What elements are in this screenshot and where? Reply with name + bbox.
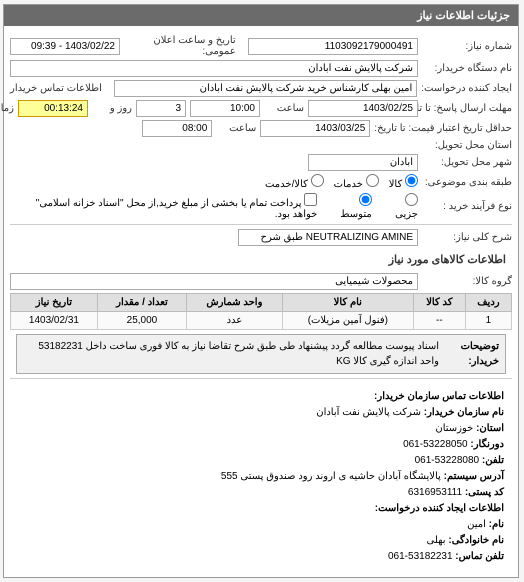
shomare-niaz-input[interactable]: [249, 38, 419, 55]
th-radif: ردیف: [466, 294, 512, 312]
radio-kala[interactable]: [406, 174, 419, 187]
etelaat-kala-title: اطلاعات کالاهای مورد نیاز: [11, 249, 513, 270]
nam-kh-v: بهلی: [428, 535, 447, 546]
lbl-etbar: حداقل تاریخ اعتبار قیمت: تا تاریخ:: [375, 123, 513, 134]
th-tarikh: تاریخ نیاز: [12, 294, 99, 312]
lbl-telefon: تلفن:: [483, 455, 505, 466]
lbl-zaman-baghi: زمان باقی مانده: [0, 103, 15, 114]
tozihat-text: اسناد پیوست مطالعه گردد پیشنهاد طی طبق ش…: [24, 339, 440, 369]
lbl-tarikh-elan: تاریخ و ساعت اعلان عمومی:: [125, 35, 237, 57]
baghi-input[interactable]: [19, 100, 89, 117]
lbl-noe-farakhan: نوع فرآیند خرید :: [423, 201, 513, 212]
tabaghe-radios: کالا خدمات کالا/خدمت: [266, 174, 419, 190]
rooz-input[interactable]: [137, 100, 187, 117]
lbl-telefon-tamas: تلفن تماس:: [456, 551, 505, 562]
lbl-nam-dastgah: نام دستگاه خریدار:: [423, 63, 513, 74]
items-table: ردیف کد کالا نام کالا واحد شمارش تعداد /…: [11, 293, 513, 330]
lbl-shahr-tahvil: شهر محل تحویل:: [423, 157, 513, 168]
lbl-tabaghe: طبقه بندی موضوعی:: [423, 177, 513, 188]
tarikh-elan-input[interactable]: [11, 38, 121, 55]
shahr-tahvil-input[interactable]: [309, 154, 419, 171]
separator: [11, 224, 513, 225]
nam-dastgah-input[interactable]: [11, 60, 419, 77]
th-vahed: واحد شمارش: [188, 294, 284, 312]
lbl-ostan: استان:: [477, 423, 505, 434]
etbar-saat-input[interactable]: [143, 120, 213, 137]
td-tedad: 25,000: [98, 312, 187, 330]
table-header-row: ردیف کد کالا نام کالا واحد شمارش تعداد /…: [12, 294, 513, 312]
lbl-nam: نام:: [490, 519, 505, 530]
details-panel: جزئیات اطلاعات نیاز شماره نیاز: تاریخ و …: [4, 4, 520, 578]
radio-khadmat[interactable]: [367, 174, 380, 187]
lbl-sharh-koli: شرح کلی نیاز:: [423, 232, 513, 243]
lbl-kod-posti: کد پستی:: [466, 487, 505, 498]
lbl-ostan-tahvil: استان محل تحویل:: [423, 140, 513, 151]
th-tedad: تعداد / مقدار: [98, 294, 187, 312]
tozihat-lbl: توضیحات خریدار:: [440, 339, 500, 369]
lbl-rooz: روز و: [93, 103, 133, 114]
radio-kalakh[interactable]: [312, 174, 325, 187]
td-nam: (فنول آمین مزیلات): [283, 312, 414, 330]
td-vahed: عدد: [188, 312, 284, 330]
lbl-dornegar: دورنگار:: [471, 439, 505, 450]
lbl-shomare-niaz: شماره نیاز:: [423, 41, 513, 52]
dornegar-v: 53228050-061: [404, 439, 469, 450]
lbl-mohlat: مهلت ارسال پاسخ: تا تاریخ:: [423, 103, 513, 114]
td-tarikh: 1403/02/31: [12, 312, 99, 330]
td-radif: 1: [466, 312, 512, 330]
radio-kala-text: کالا: [390, 179, 404, 190]
radio-khadmat-lbl[interactable]: خدمات: [335, 174, 380, 190]
radio-kala-lbl[interactable]: کالا: [390, 174, 419, 190]
sharh-koli-input[interactable]: [239, 229, 419, 246]
goruh-kala-input[interactable]: [11, 273, 419, 290]
radio-motevaset-text: متوسط: [341, 209, 372, 220]
contact-title: اطلاعات تماس سازمان خریدار:: [19, 389, 505, 405]
lbl-saat2: ساعت: [217, 123, 257, 134]
radio-jozi-lbl[interactable]: جزیی: [383, 193, 419, 220]
adres-v: پالایشگاه آبادان حاشیه ی اروند رود صندوق…: [222, 471, 442, 482]
radio-motevaset[interactable]: [360, 193, 373, 206]
farakhan-radios: جزیی متوسط پرداخت تمام یا بخشی از مبلغ خ…: [11, 193, 419, 220]
etbar-tarikh-input[interactable]: [261, 120, 371, 137]
th-nam: نام کالا: [283, 294, 414, 312]
telefon-v: 53228080-061: [416, 455, 481, 466]
radio-khadmat-text: خدمات: [335, 179, 364, 190]
mohlat-tarikh-input[interactable]: [309, 100, 419, 117]
nam-sazman-v: شرکت پالایش نفت آبادان: [317, 407, 422, 418]
radio-kalakh-text: کالا/خدمت: [266, 179, 309, 190]
chk-omde-text: پرداخت تمام یا بخشی از مبلغ خرید,از محل …: [37, 198, 319, 220]
lbl-saat1: ساعت: [265, 103, 305, 114]
form-body: شماره نیاز: تاریخ و ساعت اعلان عمومی: نا…: [5, 26, 519, 577]
lbl-ijad-konande: ایجاد کننده درخواست:: [422, 83, 513, 94]
telefon-tamas-v: 53182231-061: [389, 551, 454, 562]
panel-title: جزئیات اطلاعات نیاز: [5, 5, 519, 26]
chk-omde-lbl[interactable]: پرداخت تمام یا بخشی از مبلغ خرید,از محل …: [11, 193, 318, 220]
table-row[interactable]: 1 -- (فنول آمین مزیلات) عدد 25,000 1403/…: [12, 312, 513, 330]
ostan-v: خوزستان: [436, 423, 474, 434]
lbl-nam-sazman: نام سازمان خریدار:: [425, 407, 505, 418]
radio-motevaset-lbl[interactable]: متوسط: [328, 193, 372, 220]
nam-v: امین: [468, 519, 487, 530]
ijad-konande-input[interactable]: [115, 80, 418, 97]
contact-block: اطلاعات تماس سازمان خریدار: نام سازمان خ…: [11, 383, 513, 571]
kod-posti-v: 6316953111: [409, 487, 463, 498]
radio-kalakh-lbl[interactable]: کالا/خدمت: [266, 174, 325, 190]
mohlat-saat-input[interactable]: [191, 100, 261, 117]
lbl-goruh-kala: گروه کالا:: [423, 276, 513, 287]
tozihat-box: توضیحات خریدار: اسناد پیوست مطالعه گردد …: [17, 334, 507, 374]
radio-jozi-text: جزیی: [396, 209, 419, 220]
chk-omde[interactable]: [305, 193, 318, 206]
separator2: [11, 378, 513, 379]
th-kod: کد کالا: [414, 294, 466, 312]
td-kod: --: [414, 312, 466, 330]
lbl-adres: آدرس سیستم:: [445, 471, 505, 482]
etelaat-ijad-title: اطلاعات ایجاد کننده درخواست:: [19, 501, 505, 517]
lbl-nam-kh: نام خانوادگی:: [449, 535, 505, 546]
radio-jozi[interactable]: [406, 193, 419, 206]
lbl-tamas-kharidar: اطلاعات تماس خریدار: [11, 83, 103, 94]
